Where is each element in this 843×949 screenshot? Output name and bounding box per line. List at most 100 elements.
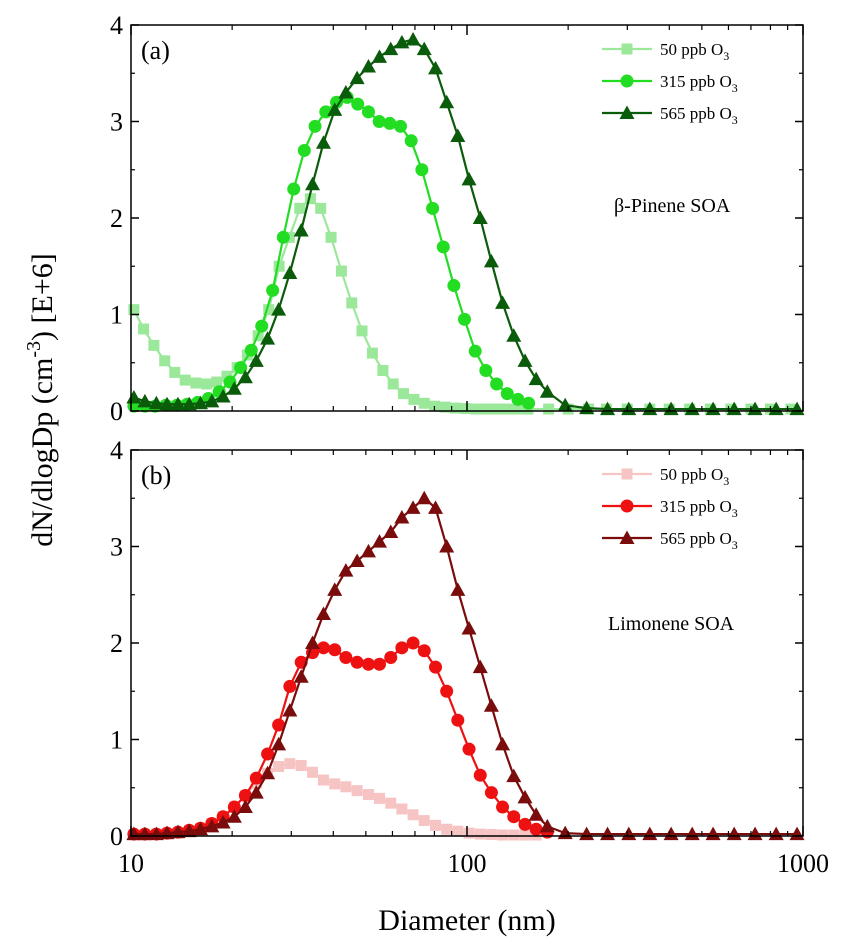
data-point [463,827,475,839]
data-point [282,703,298,717]
data-point [416,490,432,505]
data-point [327,582,343,596]
y-tick-label: 4 [110,436,123,465]
data-point [361,657,375,671]
y-tick-label: 1 [110,301,123,330]
data-point [404,134,418,148]
data-point [428,60,444,75]
data-point [385,797,397,809]
data-point [377,364,389,376]
x-tick-label: 1000 [777,849,829,878]
data-point [406,636,420,650]
data-point [405,31,421,46]
legend-label: 50 ppb O3 [660,40,729,63]
data-point [500,387,514,401]
y-axis: 0 1 2 3 4 [110,436,803,851]
series-line [133,496,798,836]
data-point [305,635,321,649]
data-point [415,163,429,177]
data-point [255,319,269,333]
data-point [190,377,202,389]
data-point [429,660,443,674]
data-point [148,339,160,351]
data-point [428,500,444,514]
data-point [461,171,477,186]
data-point [244,343,258,357]
data-point [192,395,208,410]
y-tick-label: 2 [110,629,123,658]
y-tick-label: 0 [110,822,123,851]
data-point [283,679,297,693]
data-point [439,401,451,413]
data-point [361,105,375,119]
data-point [436,240,450,254]
data-point [519,829,531,841]
data-point [449,402,461,414]
legend-label: 315 ppb O3 [660,497,738,520]
data-point [501,403,513,415]
data-point [474,828,486,840]
legend-marker [619,105,635,119]
data-point [238,788,252,802]
data-point [529,822,543,836]
data-point [211,376,223,388]
data-point [457,312,471,326]
data-point [204,393,220,408]
data-point [226,809,242,823]
data-point [316,641,330,655]
data-point [215,389,231,403]
data-point [340,781,352,793]
data-point [394,34,410,49]
data-point [512,403,524,415]
data-point [248,353,264,367]
data-point [417,644,431,658]
data-point [307,766,319,778]
data-point [204,818,220,833]
data-point [181,823,197,838]
data-point [287,182,301,196]
legend-item: 50 ppb O3 [602,40,729,63]
x-axis: 10 100 1000 [118,450,829,878]
panel-annotation: β-Pinene SOA [614,195,731,217]
data-point [452,825,464,837]
legend-marker [620,74,634,88]
data-point [249,771,263,785]
data-point [297,143,311,157]
data-point [351,97,365,111]
data-point [507,810,521,824]
data-point [263,304,275,316]
data-point [192,821,208,836]
data-point [335,265,347,277]
data-point [460,403,472,415]
series-circle [127,90,536,413]
legend-item: 565 ppb O3 [602,529,738,552]
data-point [304,193,316,205]
data-point [284,758,296,770]
data-point [226,381,242,395]
data-point [372,115,386,128]
data-point [266,283,280,297]
data-point [273,260,285,272]
data-point [349,70,365,85]
data-point [441,823,453,835]
panel-letter: (a) [141,36,170,65]
data-point [470,403,482,415]
data-point [528,807,544,821]
data-point [472,210,488,224]
data-point [138,323,150,335]
data-point [261,747,275,761]
legend-label: 50 ppb O3 [660,465,729,488]
panel-letter: (b) [141,461,171,490]
data-point [349,553,365,567]
series-group [126,490,805,841]
data-point [159,355,171,367]
x-axis [130,25,804,411]
data-point [450,582,466,596]
data-point [461,621,477,635]
data-point [227,800,241,814]
legend-item: 315 ppb O3 [602,72,738,95]
data-point [338,563,354,577]
data-point [539,384,555,398]
